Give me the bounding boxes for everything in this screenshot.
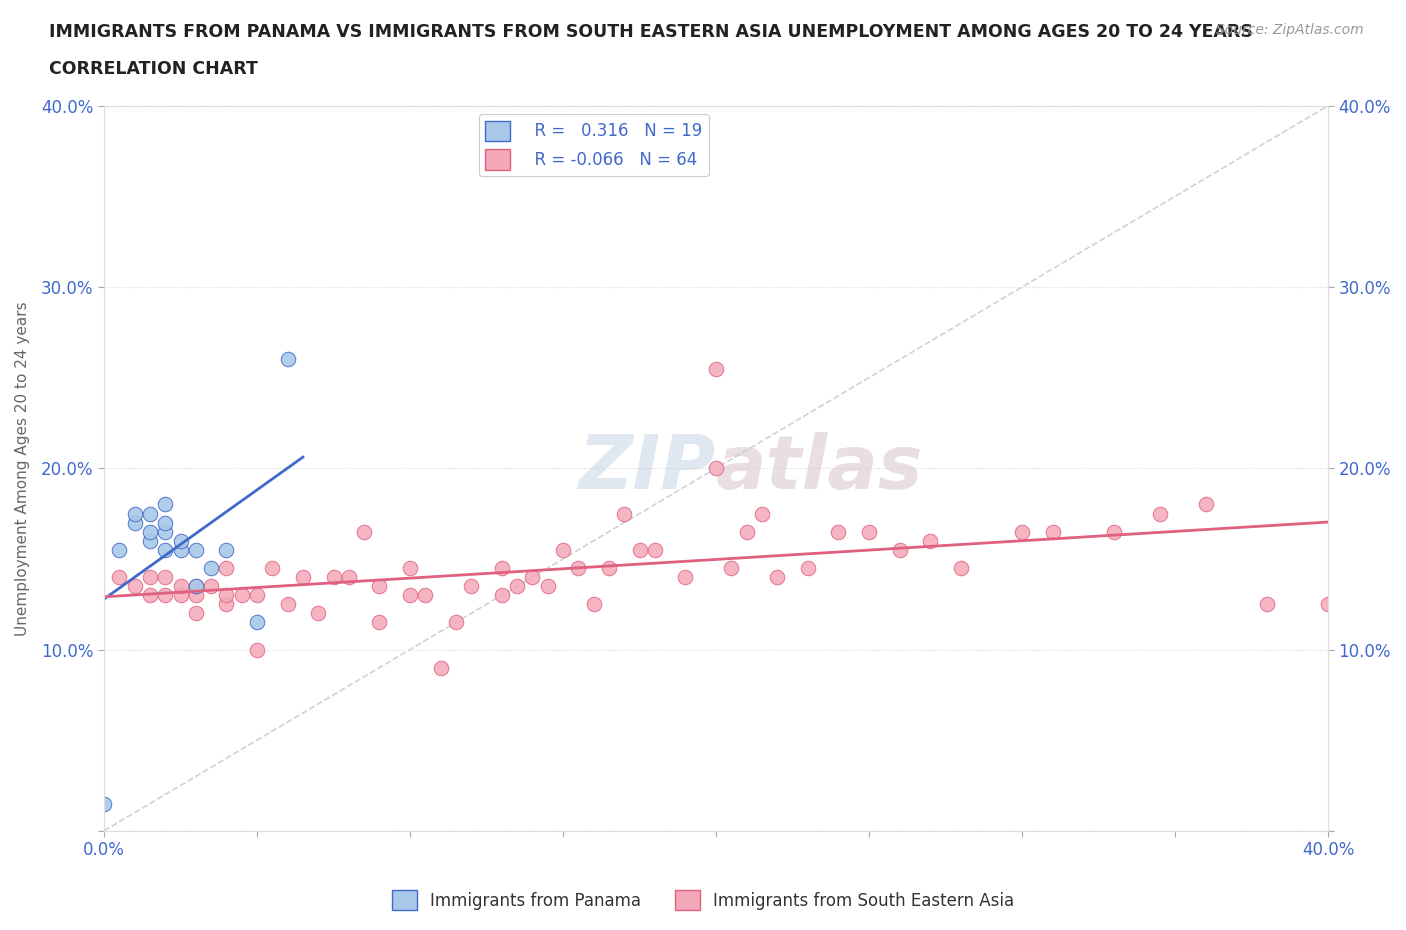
Point — [491, 588, 513, 603]
Point — [108, 569, 131, 584]
Point — [231, 588, 253, 603]
Point — [246, 588, 269, 603]
Point — [1317, 597, 1340, 612]
Point — [735, 525, 758, 539]
Point — [184, 588, 207, 603]
Point — [551, 542, 574, 557]
Point — [246, 642, 269, 657]
Point — [506, 578, 529, 593]
Point — [139, 533, 162, 548]
Point — [184, 605, 207, 620]
Point — [155, 515, 177, 530]
Point — [277, 352, 299, 367]
Point — [704, 460, 727, 475]
Point — [139, 506, 162, 521]
Point — [644, 542, 666, 557]
Point — [399, 588, 422, 603]
Point — [307, 605, 329, 620]
Point — [184, 542, 207, 557]
Point — [949, 561, 972, 576]
Point — [124, 578, 146, 593]
Point — [337, 569, 360, 584]
Point — [368, 615, 391, 630]
Point — [720, 561, 742, 576]
Point — [353, 525, 375, 539]
Point — [155, 497, 177, 512]
Point — [155, 569, 177, 584]
Point — [291, 569, 314, 584]
Point — [675, 569, 697, 584]
Point — [246, 615, 269, 630]
Point — [124, 515, 146, 530]
Point — [628, 542, 651, 557]
Point — [169, 542, 191, 557]
Text: ZIP: ZIP — [579, 432, 716, 505]
Y-axis label: Unemployment Among Ages 20 to 24 years: Unemployment Among Ages 20 to 24 years — [15, 301, 30, 635]
Point — [368, 578, 391, 593]
Text: Source: ZipAtlas.com: Source: ZipAtlas.com — [1216, 23, 1364, 37]
Point — [262, 561, 284, 576]
Point — [93, 796, 115, 811]
Point — [460, 578, 482, 593]
Point — [858, 525, 880, 539]
Point — [215, 561, 238, 576]
Point — [522, 569, 544, 584]
Point — [598, 561, 620, 576]
Point — [200, 561, 222, 576]
Point — [169, 578, 191, 593]
Text: atlas: atlas — [716, 432, 924, 505]
Point — [797, 561, 820, 576]
Point — [1195, 497, 1218, 512]
Point — [215, 542, 238, 557]
Point — [277, 597, 299, 612]
Point — [537, 578, 560, 593]
Point — [108, 542, 131, 557]
Point — [444, 615, 467, 630]
Point — [169, 588, 191, 603]
Point — [766, 569, 789, 584]
Point — [582, 597, 605, 612]
Point — [215, 588, 238, 603]
Point — [429, 660, 451, 675]
Text: IMMIGRANTS FROM PANAMA VS IMMIGRANTS FROM SOUTH EASTERN ASIA UNEMPLOYMENT AMONG : IMMIGRANTS FROM PANAMA VS IMMIGRANTS FRO… — [49, 23, 1253, 41]
Point — [415, 588, 437, 603]
Point — [322, 569, 344, 584]
Point — [139, 569, 162, 584]
Point — [491, 561, 513, 576]
Point — [399, 561, 422, 576]
Point — [827, 525, 849, 539]
Point — [184, 578, 207, 593]
Point — [124, 506, 146, 521]
Point — [704, 361, 727, 376]
Legend: Immigrants from Panama, Immigrants from South Eastern Asia: Immigrants from Panama, Immigrants from … — [385, 884, 1021, 917]
Point — [1042, 525, 1064, 539]
Point — [920, 533, 942, 548]
Point — [613, 506, 636, 521]
Point — [889, 542, 911, 557]
Point — [1149, 506, 1171, 521]
Point — [155, 588, 177, 603]
Point — [567, 561, 589, 576]
Point — [1102, 525, 1125, 539]
Point — [1256, 597, 1278, 612]
Point — [184, 578, 207, 593]
Point — [139, 588, 162, 603]
Text: CORRELATION CHART: CORRELATION CHART — [49, 60, 259, 78]
Point — [155, 542, 177, 557]
Point — [1011, 525, 1033, 539]
Point — [139, 525, 162, 539]
Legend:   R =   0.316   N = 19,   R = -0.066   N = 64: R = 0.316 N = 19, R = -0.066 N = 64 — [478, 114, 709, 177]
Point — [155, 525, 177, 539]
Point — [200, 578, 222, 593]
Point — [751, 506, 773, 521]
Point — [215, 597, 238, 612]
Point — [169, 533, 191, 548]
